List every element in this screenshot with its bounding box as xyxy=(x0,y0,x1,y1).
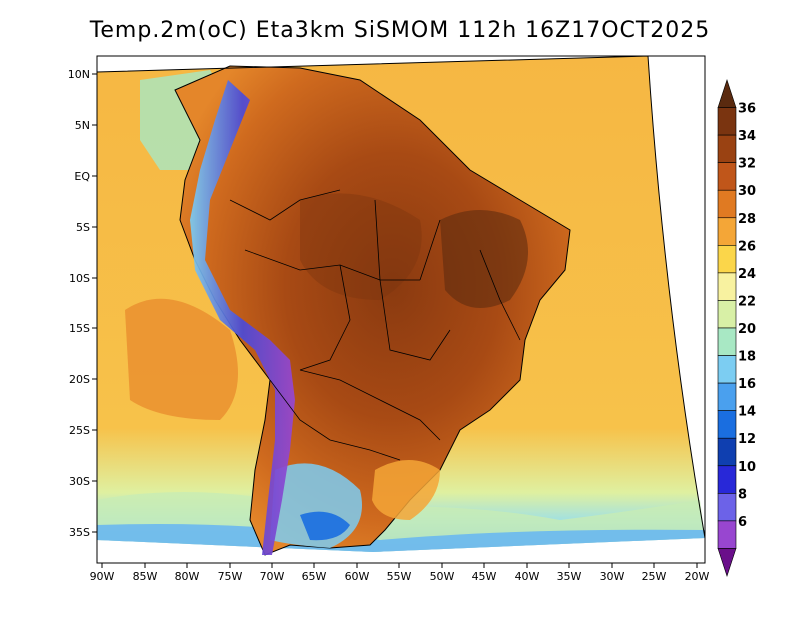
lat-label: 10S xyxy=(69,272,90,285)
political-borders xyxy=(229,189,521,461)
lat-label: 25S xyxy=(69,424,90,437)
plot-border xyxy=(96,55,706,564)
colorbar-segment xyxy=(717,437,737,467)
colorbar-label: 22 xyxy=(738,294,756,309)
lat-label: EQ xyxy=(74,170,90,183)
colorbar-segment xyxy=(717,493,737,522)
amazon-hot-core xyxy=(300,193,422,300)
lon-label: 70W xyxy=(260,570,285,583)
colorbar-label: 8 xyxy=(738,487,747,502)
lon-label: 80W xyxy=(175,570,200,583)
lon-label: 25W xyxy=(642,570,667,583)
lon-label: 50W xyxy=(430,570,455,583)
lon-label: 40W xyxy=(515,570,540,583)
colorbar-segment xyxy=(717,410,737,439)
colorbar-label: 14 xyxy=(738,405,756,420)
lat-label: 10N xyxy=(68,68,90,81)
lat-label: 20S xyxy=(69,373,90,386)
lat-label: 30S xyxy=(69,475,90,488)
colorbar-segment xyxy=(717,355,737,384)
colorbar-segment xyxy=(717,189,737,219)
lon-label: 55W xyxy=(387,570,412,583)
colorbar-label: 18 xyxy=(738,350,756,365)
colorbar-segment xyxy=(717,245,737,274)
colorbar-label: 26 xyxy=(738,239,756,254)
lon-label: 30W xyxy=(600,570,625,583)
colorbar-segment xyxy=(717,300,737,329)
colorbar-label: 34 xyxy=(738,129,756,144)
latitude-axis: 10N 5N EQ 5S 10S 15S 20S 25S 30S 35S xyxy=(68,68,97,539)
colorbar-segment xyxy=(717,162,737,191)
lat-label: 35S xyxy=(69,526,90,539)
pacific-warm-patch xyxy=(125,298,238,420)
colorbar-label: 36 xyxy=(738,102,756,117)
colorbar-label: 28 xyxy=(738,212,756,227)
lon-label: 65W xyxy=(302,570,327,583)
colorbar-label: 12 xyxy=(738,432,756,447)
colorbar-arrow-top xyxy=(717,79,737,108)
lon-label: 75W xyxy=(218,570,243,583)
south-atlantic-cold-band xyxy=(97,524,705,552)
colorbar-segment xyxy=(717,107,737,136)
colorbar-arrow-bottom xyxy=(717,548,737,577)
longitude-axis: 90W 85W 80W 75W 70W 65W 60W 55W 50W 45W … xyxy=(90,563,710,583)
colorbar: 36 34 32 30 28 26 24 22 20 18 16 14 12 10 8 6 xyxy=(717,79,756,577)
colorbar-label: 16 xyxy=(738,377,756,392)
lon-label: 20W xyxy=(685,570,710,583)
lon-label: 85W xyxy=(133,570,158,583)
colorbar-label: 6 xyxy=(738,515,747,530)
colorbar-label: 32 xyxy=(738,157,756,172)
colorbar-segment xyxy=(717,465,737,494)
colorbar-label: 20 xyxy=(738,322,756,337)
patagonia-cold xyxy=(300,511,350,541)
colorbar-segment xyxy=(717,327,737,356)
colorbar-segment xyxy=(717,382,737,411)
colorbar-segment xyxy=(717,520,737,549)
lat-label: 15S xyxy=(69,322,90,335)
colorbar-segment xyxy=(717,134,737,163)
lat-label: 5S xyxy=(76,221,90,234)
colorbar-segment xyxy=(717,217,737,246)
colorbar-segment xyxy=(717,272,737,301)
colorbar-label: 30 xyxy=(738,184,756,199)
colorbar-label: 10 xyxy=(738,460,756,475)
lon-label: 90W xyxy=(90,570,115,583)
lat-label: 5N xyxy=(75,119,90,132)
colorbar-label: 24 xyxy=(738,267,756,282)
lon-label: 35W xyxy=(557,570,582,583)
lon-label: 45W xyxy=(472,570,497,583)
southern-brazil-mild xyxy=(372,460,440,520)
lon-label: 60W xyxy=(345,570,370,583)
map-title: Temp.2m(oC) Eta3km SiSMOM 112h 16Z17OCT2… xyxy=(89,18,711,43)
